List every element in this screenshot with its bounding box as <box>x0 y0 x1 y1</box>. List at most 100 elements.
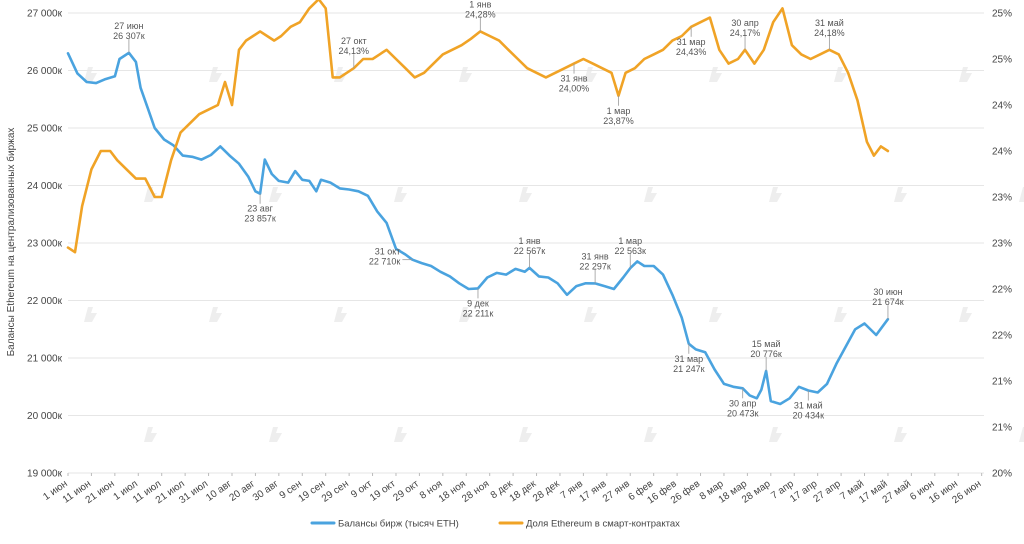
legend-item-smart-contract-share[interactable]: Доля Ethereum в смарт-контрактах <box>498 519 680 530</box>
watermark-mark <box>1019 427 1024 442</box>
annotation-label: 30 апр <box>729 398 756 408</box>
left-tick-label: 23 000к <box>27 239 63 250</box>
x-tick-label: 28 ноя <box>460 478 491 504</box>
annotation-label: 21 247к <box>673 364 705 374</box>
left-tick-label: 21 000к <box>27 354 63 365</box>
annotation-label: 22 297к <box>579 261 611 271</box>
watermark-mark <box>84 307 97 322</box>
series-line-exchange-balances <box>66 51 890 406</box>
right-tick-label: 21% <box>992 377 1012 388</box>
left-tick-label: 24 000к <box>27 181 63 192</box>
watermark-mark <box>334 307 347 322</box>
legend-label-smart-contract-share: Доля Ethereum в смарт-контрактах <box>526 519 680 530</box>
annotation-label: 24,17% <box>730 28 761 38</box>
series-line-smart-contract-share <box>66 0 890 254</box>
annotation-label: 1 янв <box>469 0 491 9</box>
watermark-mark <box>709 307 722 322</box>
x-tick-label: 28 дек <box>531 478 562 504</box>
watermark-mark <box>709 67 722 82</box>
right-tick-label: 25% <box>992 55 1012 66</box>
watermark-mark <box>834 307 847 322</box>
right-tick-label: 22% <box>992 331 1012 342</box>
annotation-label: 23,87% <box>603 116 634 126</box>
annotation-label: 9 дек <box>467 298 489 308</box>
watermark-mark <box>894 187 907 202</box>
annotation-label: 23 857к <box>244 214 276 224</box>
annotation-label: 20 473к <box>727 408 759 418</box>
annotation-label: 1 мар <box>618 236 642 246</box>
annotation-label: 24,13% <box>339 46 370 56</box>
annotation-label: 22 563к <box>615 246 647 256</box>
watermark-mark <box>519 187 532 202</box>
legend-item-exchange-balances[interactable]: Балансы бирж (тысяч ETH) <box>310 519 459 530</box>
watermark-mark <box>269 427 282 442</box>
annotation-label: 27 июн <box>114 21 143 31</box>
left-tick-label: 27 000к <box>27 9 63 20</box>
left-tick-label: 22 000к <box>27 296 63 307</box>
x-tick-label: 10 авг <box>204 478 234 504</box>
annotation-label: 31 май <box>794 401 823 411</box>
annotation-label: 31 мар <box>674 354 703 364</box>
right-tick-label: 23% <box>992 193 1012 204</box>
watermark-mark <box>644 187 657 202</box>
left-tick-label: 26 000к <box>27 66 63 77</box>
left-tick-label: 25 000к <box>27 124 63 135</box>
annotation-label: 31 окт <box>375 247 401 257</box>
right-axis: 20% 21% 21% 22% 22% 23% 23% 24% 24% 25% 25% <box>992 9 1012 480</box>
series-layer <box>66 0 890 406</box>
annotation-label: 30 апр <box>731 18 758 28</box>
x-tick-label: 27 янв <box>601 478 632 504</box>
gridlines <box>68 12 984 474</box>
watermark-mark <box>894 427 907 442</box>
watermark-mark <box>1019 187 1024 202</box>
annotation-label: 24,43% <box>676 47 707 57</box>
annotation-label: 27 окт <box>341 36 367 46</box>
right-tick-label: 21% <box>992 423 1012 434</box>
watermark-mark <box>459 307 472 322</box>
legend-label-exchange-balances: Балансы бирж (тысяч ETH) <box>338 519 459 530</box>
annotation-label: 1 янв <box>518 236 540 246</box>
left-tick-label: 20 000к <box>27 411 63 422</box>
left-axis: 19 000к 20 000к 21 000к 22 000к 23 000к 24 00… <box>27 9 63 480</box>
annotation-label: 31 май <box>815 18 844 28</box>
left-tick-label: 19 000к <box>27 469 63 480</box>
watermark-layer <box>84 67 1024 442</box>
annotation-label: 24,28% <box>465 9 496 19</box>
x-tick-label: 29 окт <box>391 478 421 504</box>
right-tick-label: 25% <box>992 9 1012 20</box>
watermark-mark <box>394 427 407 442</box>
y-axis-label-left: Балансы Ethereum на централизованных бир… <box>5 128 17 357</box>
right-tick-label: 20% <box>992 469 1012 480</box>
watermark-mark <box>519 427 532 442</box>
annotation-label: 21 674к <box>872 297 904 307</box>
watermark-mark <box>144 187 157 202</box>
x-tick-label: 29 сен <box>320 478 351 504</box>
watermark-mark <box>644 427 657 442</box>
right-tick-label: 24% <box>992 147 1012 158</box>
watermark-mark <box>209 307 222 322</box>
annotation-label: 20 776к <box>750 349 782 359</box>
watermark-mark <box>959 307 972 322</box>
annotation-label: 22 211к <box>463 308 494 318</box>
x-tick-label: 19 окт <box>368 478 398 504</box>
annotation-label: 15 май <box>752 339 781 349</box>
watermark-mark <box>394 187 407 202</box>
annotation-label: 24,00% <box>559 84 590 94</box>
annotation-label: 22 567к <box>514 246 546 256</box>
right-tick-label: 22% <box>992 285 1012 296</box>
annotation-label: 1 мар <box>607 106 631 116</box>
legend: Балансы бирж (тысяч ETH) Доля Ethereum в… <box>310 519 680 530</box>
annotation-label: 23 авг <box>247 204 273 214</box>
watermark-mark <box>209 67 222 82</box>
x-tick-label: 30 авг <box>251 478 281 504</box>
watermark-mark <box>459 67 472 82</box>
watermark-mark <box>769 427 782 442</box>
annotation-label: 26 307к <box>113 31 145 41</box>
annotation-label: 31 янв <box>560 74 587 84</box>
watermark-mark <box>144 427 157 442</box>
watermark-mark <box>584 307 597 322</box>
